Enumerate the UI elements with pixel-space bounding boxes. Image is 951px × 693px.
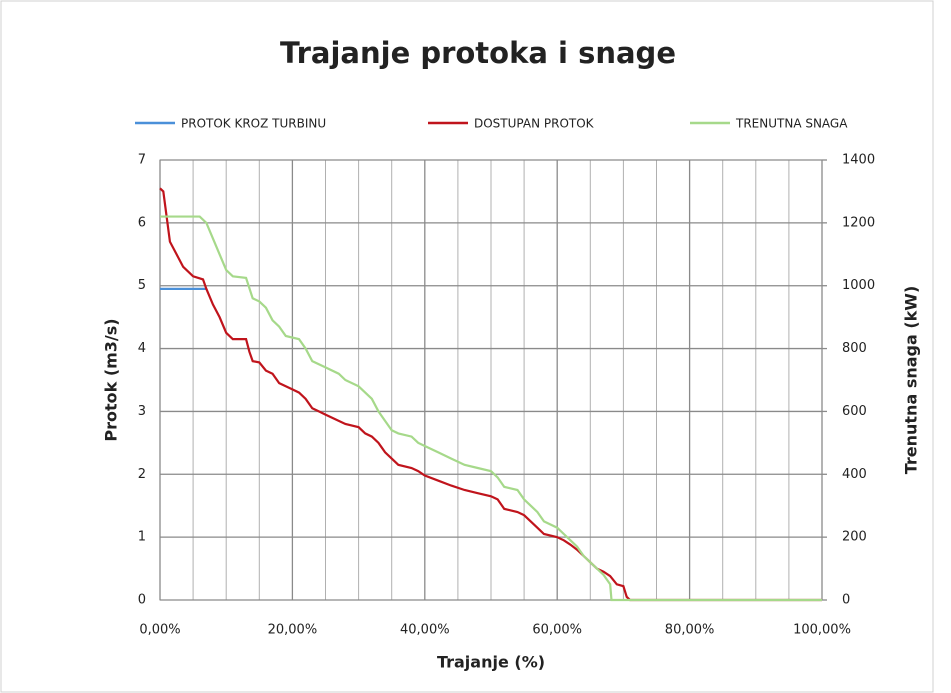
y2-tick-label: 200 [842,530,867,545]
x-tick-label: 20,00% [268,623,318,638]
x-tick-label: 100,00% [793,623,851,638]
y-axis-label: Protok (m3/s) [102,318,121,441]
series-line [159,187,822,602]
y2-tick-label: 1000 [842,278,875,293]
y-tick-label: 3 [138,404,146,419]
x-tick-label: 80,00% [665,623,715,638]
legend-label: PROTOK KROZ TURBINU [181,117,326,131]
legend-label: TRENUTNA SNAGA [735,117,848,131]
y2-tick-label: 0 [842,593,850,608]
series-line [160,215,822,602]
y-tick-label: 0 [138,593,146,608]
y-tick-label: 2 [138,467,146,482]
plot-border [159,159,823,601]
y2-tick-label: 800 [842,341,867,356]
x-tick-label: 40,00% [400,623,450,638]
chart-title: Trajanje protoka i snage [280,36,676,70]
x-tick-label: 0,00% [139,623,180,638]
y2-tick-label: 1200 [842,215,875,230]
y2-axis-label: Trenutna snaga (kW) [902,286,921,475]
y-tick-label: 4 [138,341,146,356]
y-tick-label: 7 [138,153,146,168]
x-tick-label: 60,00% [532,623,582,638]
y2-tick-label: 1400 [842,153,875,168]
y-tick-label: 1 [138,530,146,545]
y2-tick-label: 400 [842,467,867,482]
y-tick-label: 6 [138,215,146,230]
y-tick-label: 5 [138,278,146,293]
legend-label: DOSTUPAN PROTOK [474,117,595,131]
y2-tick-label: 600 [842,404,867,419]
x-axis-label: Trajanje (%) [437,653,545,672]
